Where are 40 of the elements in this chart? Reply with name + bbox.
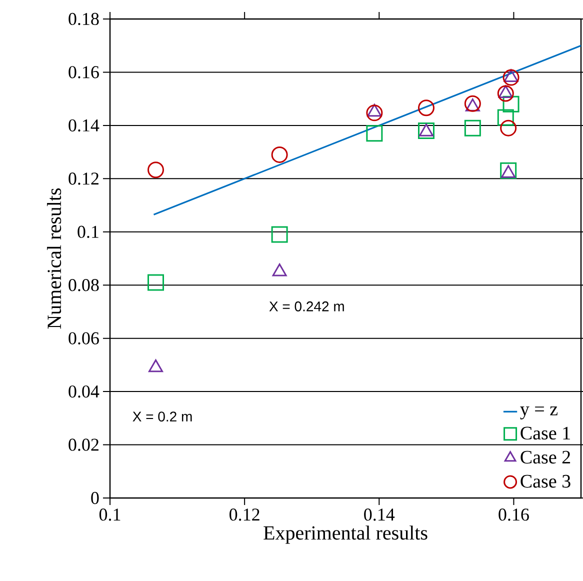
y-tick-label: 0.12 [68, 172, 98, 185]
x-tick-label: 0.14 [364, 508, 395, 521]
y-tick-label: 0.14 [68, 119, 100, 132]
y-tick-label: 0.02 [68, 438, 98, 451]
point [271, 146, 288, 163]
legend-label: Case 1 [520, 426, 570, 440]
annotation: X = 0.242 m [269, 301, 344, 312]
legend-label: y = z [520, 406, 558, 420]
point [500, 120, 517, 136]
point [148, 162, 164, 178]
point [418, 100, 434, 116]
point [366, 125, 383, 142]
point [366, 104, 383, 122]
point [464, 120, 481, 136]
point [500, 162, 517, 179]
y-tick-label: 0.06 [68, 332, 99, 344]
y-tick-label: 0.1 [78, 226, 98, 238]
point [418, 122, 434, 140]
annotation: X = 0.2 m [132, 412, 192, 422]
y-tick-label: 0.18 [68, 12, 99, 26]
y-tick-label: 0.16 [68, 66, 99, 78]
y-tick-label: 0.04 [68, 385, 100, 398]
point [502, 96, 520, 112]
point [148, 359, 163, 372]
point [271, 226, 288, 243]
x-tick-label: 0.1 [99, 508, 120, 521]
point [497, 109, 514, 126]
x-axis-title: Experimental results [264, 526, 428, 544]
point [464, 95, 481, 112]
legend-label: Case 2 [520, 450, 570, 464]
point [148, 274, 164, 291]
point [502, 69, 520, 86]
x-tick-label: 0.16 [498, 508, 529, 521]
point [272, 264, 287, 276]
point [497, 85, 514, 102]
y-tick-label: 0 [91, 492, 99, 504]
legend-label: Case 3 [520, 474, 570, 488]
y-axis-title: Numerical results [47, 188, 62, 329]
x-tick-label: 0.12 [230, 508, 260, 521]
y-tick-label: 0.08 [68, 279, 99, 292]
